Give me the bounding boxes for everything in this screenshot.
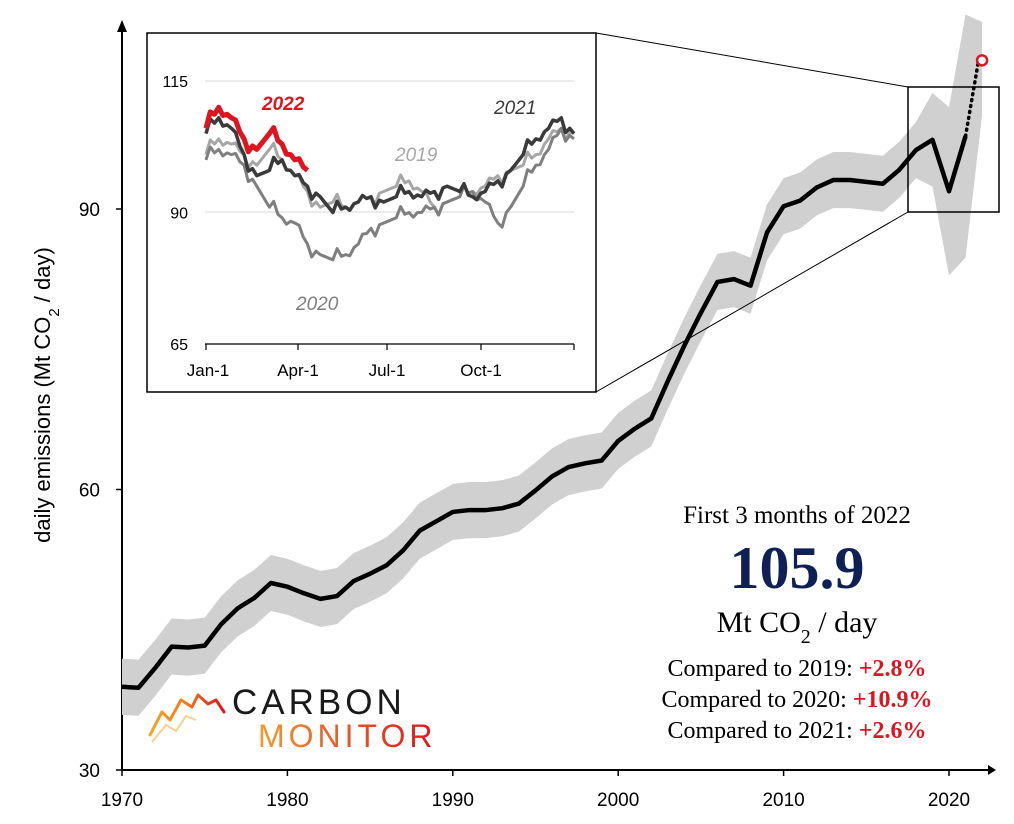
x-tick-label: 2010 [762,790,804,811]
inset-chart: 65 90 115 Jan-1 Apr-1 Jul-1 Oct-1 2022 2021 2… [146,32,597,393]
y-tick-label: 60 [79,481,100,502]
comparison-2020: Compared to 2020: +10.9% [662,687,933,713]
y-axis-title: daily emissions (Mt CO2 / day) [30,247,63,543]
inset-x-tick-label: Jan-1 [187,361,230,380]
y-tick-label: 30 [79,761,100,782]
main-y-tick-labels: 30 60 90 [79,200,100,782]
inset-y-tick-labels: 65 90 115 [162,74,188,354]
inset-x-tick-marks [205,344,575,350]
summary-unit: Mt CO2 / day [717,606,878,648]
projection-dotted-line [963,61,980,138]
inset-label-2019: 2019 [394,145,438,166]
main-x-tick-labels: 1970 1980 1990 2000 2010 2020 [101,790,970,811]
zoom-indicator [595,32,1000,393]
emissions-series-line [121,135,968,690]
inset-line-2020 [204,126,575,262]
inset-x-tick-label: Oct-1 [460,361,502,380]
inset-label-2021: 2021 [493,98,536,119]
inset-x-tick-label: Apr-1 [277,361,319,380]
x-tick-label: 2000 [597,790,639,811]
x-tick-label: 2020 [928,790,970,811]
inset-y-tick-label: 115 [162,74,188,91]
inset-line-2021 [204,116,576,215]
main-tick-marks [116,208,950,776]
summary-value: 105.9 [730,535,865,601]
emissions-line [121,135,968,690]
projection-marker [975,54,989,67]
inset-series-lines [203,104,576,262]
connector-top [595,32,909,88]
inset-x-tick-label: Jul-1 [369,361,406,380]
comparison-2021: Compared to 2021: +2.6% [668,718,927,744]
uncertainty-band [122,14,983,716]
x-tick-label: 1980 [266,790,308,811]
logo-mark-icon [148,693,226,737]
summary-heading: First 3 months of 2022 [683,502,911,529]
x-tick-label: 1970 [101,790,143,811]
x-axis-arrow [988,765,996,775]
logo-mark-shadow-icon [151,714,197,743]
connector-bottom [595,211,909,393]
y-tick-label: 90 [79,200,100,221]
carbon-monitor-logo: CARBON MONITOR [148,683,437,754]
logo-line-2: MONITOR [258,718,437,754]
inset-y-tick-label: 90 [170,206,188,223]
inset-label-2020: 2020 [295,294,339,315]
inset-y-tick-label: 65 [170,337,188,354]
summary-panel: First 3 months of 2022 105.9 Mt CO2 / da… [662,502,933,744]
main-axes [117,20,996,775]
inset-label-2022: 2022 [261,94,305,115]
y-axis-arrow [117,20,127,32]
inset-line-2022 [203,104,310,173]
projection-2022 [963,54,989,138]
band-area [122,14,983,716]
comparison-2019: Compared to 2019: +2.8% [668,656,927,682]
inset-x-tick-labels: Jan-1 Apr-1 Jul-1 Oct-1 [187,361,502,380]
zoom-box [907,86,1000,213]
x-tick-label: 1990 [432,790,474,811]
logo-line-1: CARBON [232,683,406,722]
